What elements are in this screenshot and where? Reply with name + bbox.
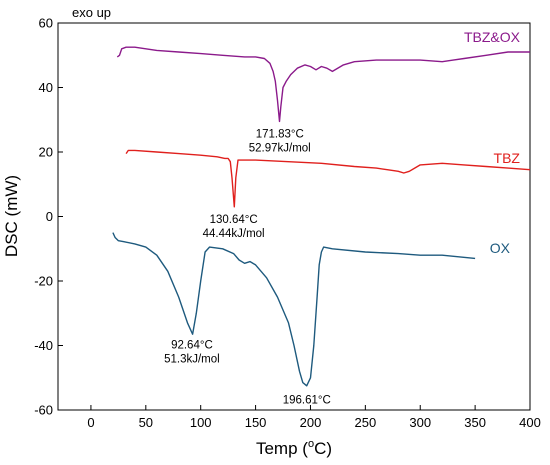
- peak-annotation-line: 92.64°C: [171, 340, 213, 352]
- x-tick-label: 200: [300, 415, 322, 430]
- series-line-ox: [112, 232, 476, 387]
- x-axis-title: Temp (oC): [256, 438, 332, 458]
- series-line-tbz: [125, 149, 531, 208]
- x-axis: 0 50 100 150 200 250 300 350 400: [87, 405, 541, 430]
- y-tick-label: -60: [34, 403, 53, 418]
- peak-annotation-line: 44.44kJ/mol: [203, 228, 265, 240]
- series-label: TBZ: [494, 150, 521, 166]
- plot-frame: [57, 22, 531, 411]
- x-tick-label: 300: [409, 415, 431, 430]
- series-line-tbz-ox: [116, 46, 530, 123]
- x-tick-label: 250: [354, 415, 376, 430]
- x-tick-label: 100: [190, 415, 212, 430]
- y-axis-title: DSC (mW): [2, 175, 21, 257]
- y-tick-label: 0: [46, 209, 53, 224]
- series-labels: TBZ&OX TBZ OX: [464, 29, 521, 256]
- peak-annotation-line: 171.83°C: [256, 128, 304, 140]
- x-tick-label: 350: [464, 415, 486, 430]
- y-tick-label: 20: [39, 145, 53, 160]
- peak-annotation-line: 51.3kJ/mol: [164, 354, 220, 366]
- y-tick-label: 40: [39, 80, 53, 95]
- peak-annotation-line: 130.64°C: [210, 214, 258, 226]
- top-note: exo up: [72, 5, 111, 20]
- peak-annotation: 171.83°C 52.97kJ/mol: [249, 128, 311, 154]
- x-axis-title-pre: Temp (: [256, 439, 308, 458]
- peak-annotation: 92.64°C 51.3kJ/mol: [164, 340, 220, 366]
- series-group: [112, 46, 531, 387]
- series-label: OX: [490, 240, 511, 256]
- peak-annotation-line: 196.61°C: [283, 395, 331, 407]
- y-axis: -60 -40 -20 0 20 40 60: [34, 16, 63, 418]
- peak-annotation: 130.64°C 44.44kJ/mol: [203, 214, 265, 240]
- x-tick-label: 0: [87, 415, 94, 430]
- y-tick-label: -40: [34, 338, 53, 353]
- y-tick-label: 60: [39, 16, 53, 31]
- x-axis-title-post: C): [314, 439, 332, 458]
- peak-annotation-line: 52.97kJ/mol: [249, 142, 311, 154]
- peak-annotation: 196.61°C: [283, 395, 331, 407]
- x-tick-label: 150: [245, 415, 267, 430]
- annotations: 171.83°C 52.97kJ/mol 130.64°C 44.44kJ/mol 92…: [164, 128, 331, 406]
- x-axis-title-sup: o: [308, 438, 314, 450]
- y-tick-label: -20: [34, 274, 53, 289]
- x-tick-label: 50: [139, 415, 153, 430]
- x-tick-label: 400: [519, 415, 541, 430]
- series-label: TBZ&OX: [464, 29, 521, 45]
